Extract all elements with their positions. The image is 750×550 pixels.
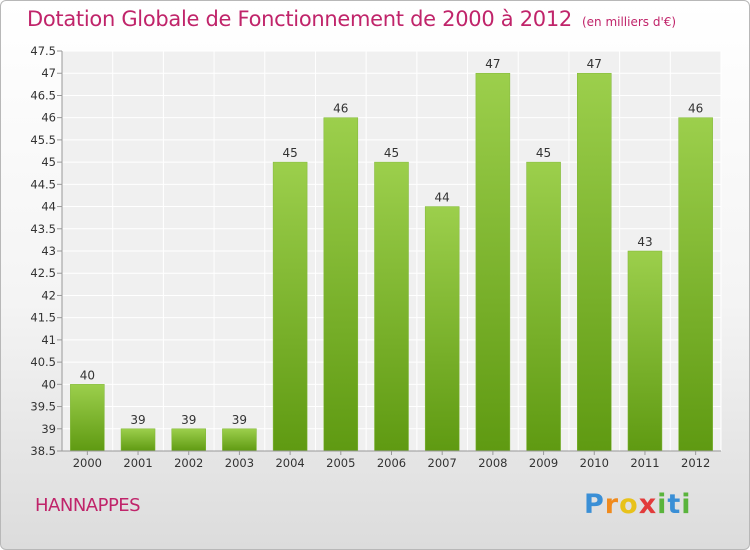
chart-title: Dotation Globale de Fonctionnement de 20…	[27, 7, 676, 31]
x-tick-label-2005: 2005	[326, 456, 355, 470]
bar-layer: 40 39 39 39 45 46 45 44 47 45 47 43 46	[70, 57, 713, 452]
y-tick-label: 43	[41, 244, 56, 258]
axis-layer: 38.5 39 39.5 40 40.5 41 41.5 42 42.5 43 43.5 44 44.5…	[30, 44, 721, 470]
y-tick-label: 47	[41, 66, 56, 80]
data-label-2009: 45	[536, 146, 551, 160]
commune-name: HANNAPPES	[35, 495, 141, 516]
x-tick-label-2006: 2006	[377, 456, 406, 470]
proxiti-logo[interactable]: Proxiti	[584, 489, 692, 520]
y-tick-label: 39	[41, 422, 56, 436]
x-tick-label-2007: 2007	[428, 456, 457, 470]
y-tick-label: 38.5	[30, 444, 56, 458]
data-label-2007: 44	[435, 191, 450, 205]
x-tick-label-2008: 2008	[478, 456, 507, 470]
y-tick-label: 44	[41, 200, 56, 214]
bar-2007[interactable]	[424, 206, 460, 452]
data-label-2002: 39	[181, 413, 196, 427]
y-tick-label: 46	[41, 111, 56, 125]
x-tick-label-2004: 2004	[275, 456, 304, 470]
data-label-2001: 39	[130, 413, 145, 427]
bar-2003[interactable]	[222, 428, 257, 452]
y-tick-label: 40	[41, 377, 56, 391]
data-label-2010: 47	[587, 57, 602, 71]
y-tick-label: 45.5	[30, 133, 56, 147]
y-tick-label: 40.5	[30, 355, 56, 369]
y-tick-label: 42	[41, 288, 56, 302]
bar-2005[interactable]	[323, 117, 359, 452]
x-tick-label-2000: 2000	[73, 456, 102, 470]
data-label-2003: 39	[232, 413, 247, 427]
x-tick-label-2009: 2009	[529, 456, 558, 470]
bar-2008[interactable]	[475, 72, 511, 452]
bar-2010[interactable]	[577, 72, 612, 452]
y-tick-label: 39.5	[30, 400, 56, 414]
y-tick-label: 46.5	[30, 88, 56, 102]
bar-2012[interactable]	[678, 117, 713, 452]
y-tick-label: 41.5	[30, 311, 56, 325]
x-tick-label-2001: 2001	[123, 456, 152, 470]
y-tick-label: 47.5	[30, 44, 56, 58]
data-label-2011: 43	[637, 235, 652, 249]
data-label-2012: 46	[688, 102, 703, 116]
bar-2006[interactable]	[374, 161, 409, 452]
y-tick-label: 43.5	[30, 222, 56, 236]
x-tick-label-2012: 2012	[681, 456, 710, 470]
bar-2009[interactable]	[526, 161, 561, 452]
y-tick-label: 45	[41, 155, 56, 169]
bar-2001[interactable]	[120, 428, 156, 452]
data-label-2008: 47	[485, 57, 500, 71]
chart-title-text: Dotation Globale de Fonctionnement de 20…	[27, 7, 572, 31]
bar-2011[interactable]	[627, 250, 663, 452]
x-tick-label-2003: 2003	[225, 456, 254, 470]
x-tick-label-2010: 2010	[580, 456, 609, 470]
data-label-2004: 45	[282, 146, 297, 160]
y-tick-label: 42.5	[30, 266, 56, 280]
bar-2002[interactable]	[171, 428, 206, 452]
x-tick-label-2002: 2002	[174, 456, 203, 470]
data-label-2006: 45	[384, 146, 399, 160]
y-tick-label: 41	[41, 333, 56, 347]
chart-subtitle: (en milliers d'€)	[581, 15, 677, 29]
bar-2000[interactable]	[70, 384, 105, 452]
y-tick-label: 44.5	[30, 177, 56, 191]
data-label-2000: 40	[80, 368, 95, 382]
x-tick-label-2011: 2011	[630, 456, 659, 470]
bar-2004[interactable]	[272, 161, 308, 452]
data-label-2005: 46	[333, 102, 348, 116]
